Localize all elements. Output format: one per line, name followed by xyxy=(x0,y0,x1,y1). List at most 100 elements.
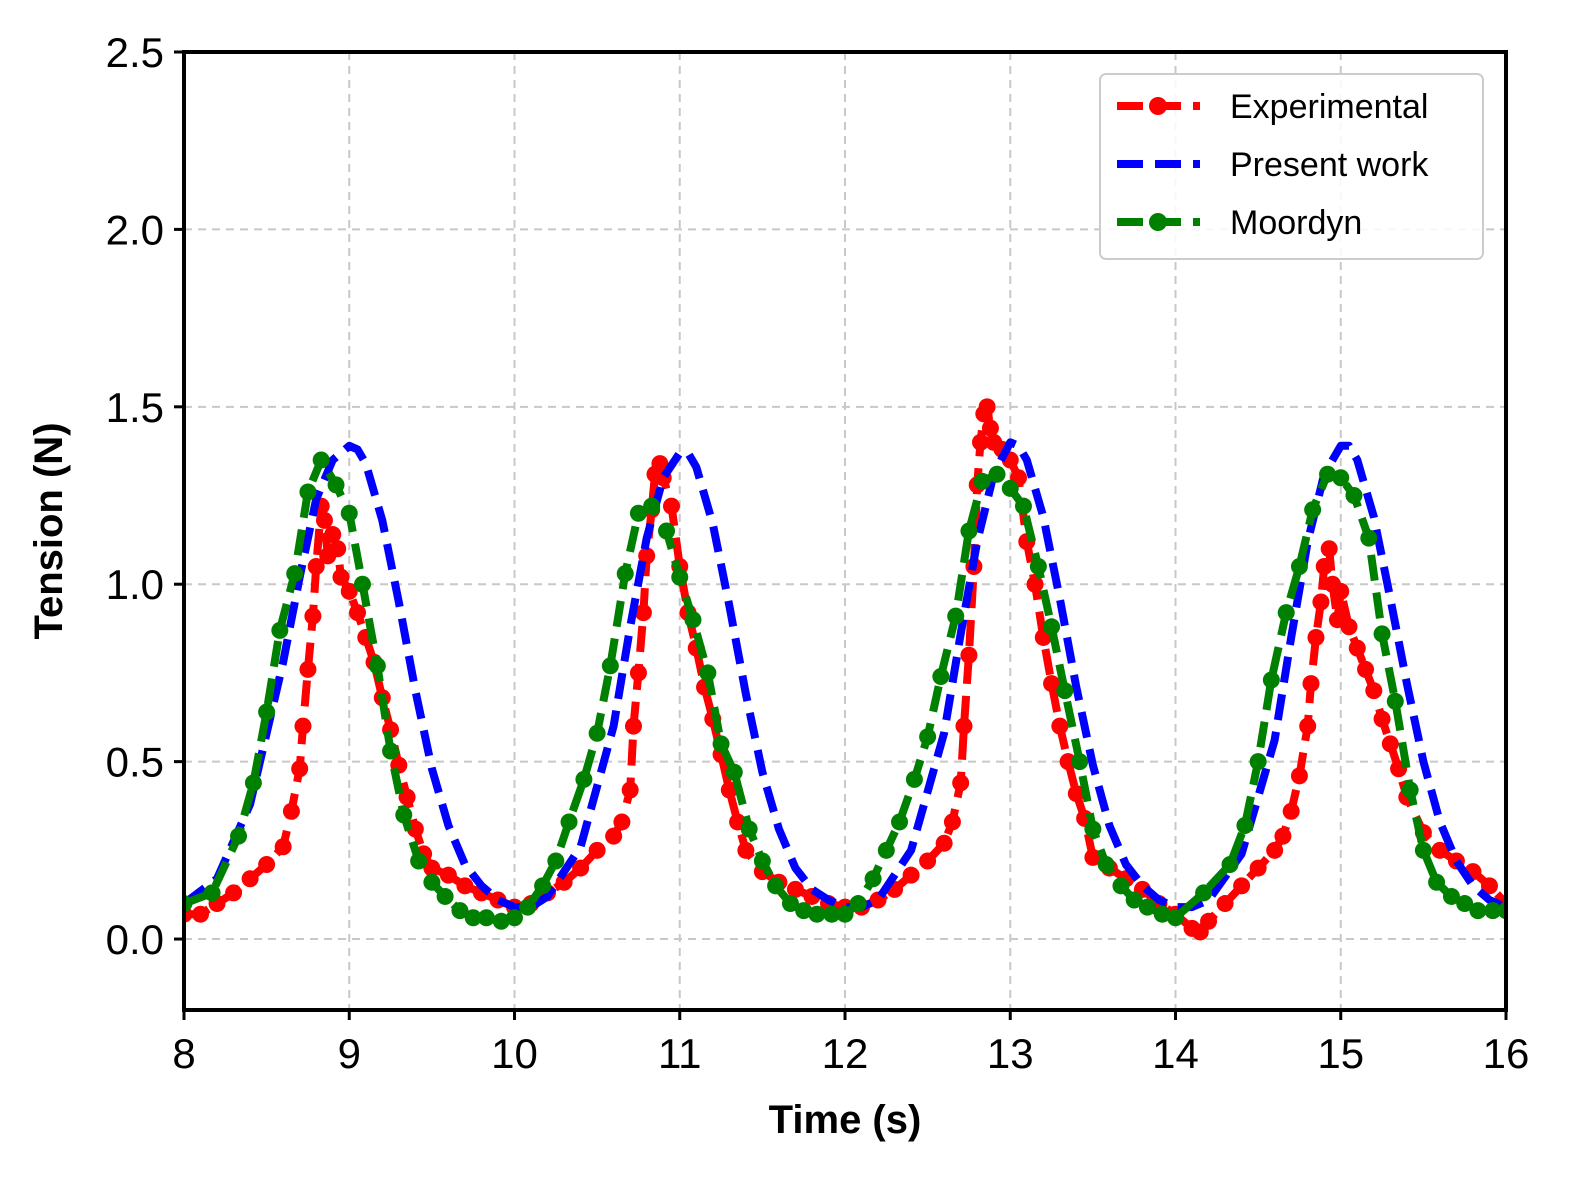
data-point-moordyn xyxy=(753,852,771,870)
data-point-experimental xyxy=(1381,735,1399,753)
data-point-moordyn xyxy=(823,905,841,923)
data-point-experimental xyxy=(902,866,920,884)
data-point-experimental xyxy=(588,841,606,859)
data-point-moordyn xyxy=(451,902,469,920)
data-point-experimental xyxy=(299,660,317,678)
data-point-experimental xyxy=(439,866,457,884)
data-point-experimental xyxy=(1307,628,1325,646)
data-point-experimental xyxy=(1051,717,1069,735)
data-point-moordyn xyxy=(286,565,304,583)
data-point-experimental xyxy=(1043,675,1061,693)
legend: Experimental Present work Moordyn xyxy=(1099,73,1484,260)
data-point-experimental xyxy=(1320,540,1338,558)
data-point-experimental xyxy=(1282,802,1300,820)
data-point-experimental xyxy=(1274,827,1292,845)
data-point-moordyn xyxy=(1304,501,1322,519)
data-point-experimental xyxy=(315,511,333,529)
data-point-experimental xyxy=(324,526,342,544)
data-point-experimental xyxy=(621,781,639,799)
data-point-moordyn xyxy=(836,905,854,923)
data-point-moordyn xyxy=(849,895,867,913)
data-point-experimental xyxy=(1200,912,1218,930)
data-point-experimental xyxy=(662,497,680,515)
y-tick-label: 1.0 xyxy=(106,561,164,608)
legend-marker xyxy=(1149,97,1167,115)
data-point-moordyn xyxy=(340,504,358,522)
data-point-moordyn xyxy=(258,703,276,721)
data-point-experimental xyxy=(1026,575,1044,593)
data-point-experimental xyxy=(624,717,642,735)
data-point-experimental xyxy=(294,717,312,735)
data-point-moordyn xyxy=(671,568,689,586)
legend-item-experimental: Experimental xyxy=(1117,88,1428,126)
x-axis-title: Time (s) xyxy=(769,1098,922,1142)
data-point-experimental xyxy=(786,880,804,898)
data-point-moordyn xyxy=(368,657,386,675)
data-point-moordyn xyxy=(988,465,1006,483)
data-point-experimental xyxy=(241,870,259,888)
data-point-experimental xyxy=(1266,841,1284,859)
data-point-moordyn xyxy=(1345,487,1363,505)
data-point-moordyn xyxy=(244,774,262,792)
data-point-experimental xyxy=(423,859,441,877)
data-point-moordyn xyxy=(1262,671,1280,689)
data-point-moordyn xyxy=(1401,781,1419,799)
data-point-moordyn xyxy=(601,657,619,675)
data-point-moordyn xyxy=(588,724,606,742)
data-point-experimental xyxy=(943,813,961,831)
data-point-experimental xyxy=(1357,660,1375,678)
data-point-moordyn xyxy=(781,895,799,913)
legend-label: Experimental xyxy=(1230,88,1428,126)
legend-label: Moordyn xyxy=(1230,204,1362,242)
data-point-moordyn xyxy=(395,806,413,824)
x-tick-label: 8 xyxy=(172,1030,195,1077)
data-point-moordyn xyxy=(464,909,482,927)
data-point-experimental xyxy=(1299,717,1317,735)
y-tick-label: 2.5 xyxy=(106,29,164,76)
data-point-experimental xyxy=(274,838,292,856)
data-point-experimental xyxy=(1373,710,1391,728)
x-tick-label: 11 xyxy=(658,1030,702,1077)
data-point-experimental xyxy=(919,852,937,870)
data-point-moordyn xyxy=(519,898,537,916)
data-point-moordyn xyxy=(1153,905,1171,923)
data-point-moordyn xyxy=(299,483,317,501)
data-point-experimental xyxy=(955,717,973,735)
data-point-experimental xyxy=(1312,593,1330,611)
data-point-moordyn xyxy=(960,522,978,540)
data-point-experimental xyxy=(1365,682,1383,700)
data-point-moordyn xyxy=(547,852,565,870)
data-point-experimental xyxy=(1480,877,1498,895)
legend-marker xyxy=(1149,213,1167,231)
legend-item-moordyn: Moordyn xyxy=(1117,204,1362,242)
data-point-moordyn xyxy=(643,497,661,515)
x-tick-label: 15 xyxy=(1317,1030,1364,1077)
data-point-moordyn xyxy=(436,887,454,905)
data-point-experimental xyxy=(1290,767,1308,785)
data-point-experimental xyxy=(1067,785,1085,803)
data-point-moordyn xyxy=(1290,557,1308,575)
data-point-moordyn xyxy=(1386,692,1404,710)
data-point-experimental xyxy=(981,419,999,437)
data-point-experimental xyxy=(1084,848,1102,866)
data-point-moordyn xyxy=(1001,479,1019,497)
data-point-moordyn xyxy=(410,852,428,870)
data-point-experimental xyxy=(629,664,647,682)
data-point-experimental xyxy=(1315,557,1333,575)
data-point-moordyn xyxy=(1056,682,1074,700)
data-point-experimental xyxy=(972,433,990,451)
data-point-moordyn xyxy=(947,607,965,625)
data-point-moordyn xyxy=(1277,604,1295,622)
data-point-experimental xyxy=(555,873,573,891)
y-tick-label: 0.0 xyxy=(106,916,164,963)
data-point-moordyn xyxy=(1484,902,1502,920)
data-point-moordyn xyxy=(1428,873,1446,891)
data-point-moordyn xyxy=(877,841,895,859)
data-point-moordyn xyxy=(1442,887,1460,905)
data-point-experimental xyxy=(737,841,755,859)
data-point-moordyn xyxy=(534,877,552,895)
data-point-moordyn xyxy=(767,877,785,895)
data-point-moordyn xyxy=(1112,877,1130,895)
data-point-moordyn xyxy=(905,770,923,788)
data-point-experimental xyxy=(340,582,358,600)
